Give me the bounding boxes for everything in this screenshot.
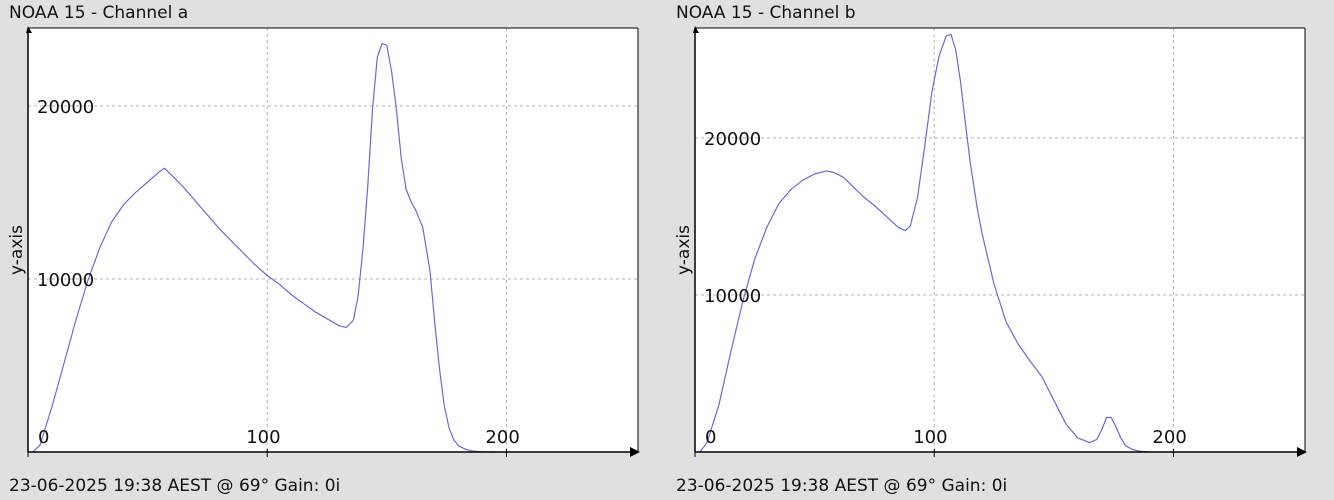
chart-footer-status: 23-06-2025 19:38 AEST @ 69° Gain: 0і	[676, 476, 1008, 496]
chart-title: NOAA 15 - Channel a	[9, 3, 189, 23]
chart-footer-status: 23-06-2025 19:38 AEST @ 69° Gain: 0і	[9, 476, 341, 496]
x-tick-label: 0	[38, 427, 49, 448]
y-axis-arrow	[26, 26, 32, 33]
x-tick-label: 200	[1152, 427, 1186, 448]
y-axis-arrow	[693, 26, 699, 33]
y-tick-label: 10000	[37, 270, 94, 291]
x-tick-label: 100	[913, 427, 947, 448]
plot-area	[695, 28, 1305, 452]
y-tick-label: 20000	[704, 129, 761, 150]
y-tick-label: 10000	[704, 286, 761, 307]
chart-title: NOAA 15 - Channel b	[676, 3, 856, 23]
x-tick-label: 0	[705, 427, 716, 448]
x-tick-label: 100	[246, 427, 280, 448]
line-chart-channel-a: 0 100 200 10000 20000 y-axis	[7, 26, 640, 457]
series-line	[699, 33, 1150, 453]
y-tick-label: 20000	[37, 97, 94, 118]
chart-panel-channel-b: NOAA 15 - Channel b 0 100 200 10000 20000 y-a…	[667, 0, 1334, 500]
line-chart-channel-b: 0 100 200 10000 20000 y-axis	[674, 26, 1307, 457]
chart-panel-channel-a: NOAA 15 - Channel a 0 100 200 10000 20000 y-a…	[7, 3, 640, 496]
y-axis-title: y-axis	[674, 225, 694, 275]
series-line	[32, 42, 495, 453]
x-tick-label: 200	[485, 427, 519, 448]
plot-area	[28, 28, 638, 452]
x-axis-arrow	[630, 447, 640, 457]
x-axis-arrow	[1297, 447, 1307, 457]
y-axis-title: y-axis	[7, 225, 27, 275]
